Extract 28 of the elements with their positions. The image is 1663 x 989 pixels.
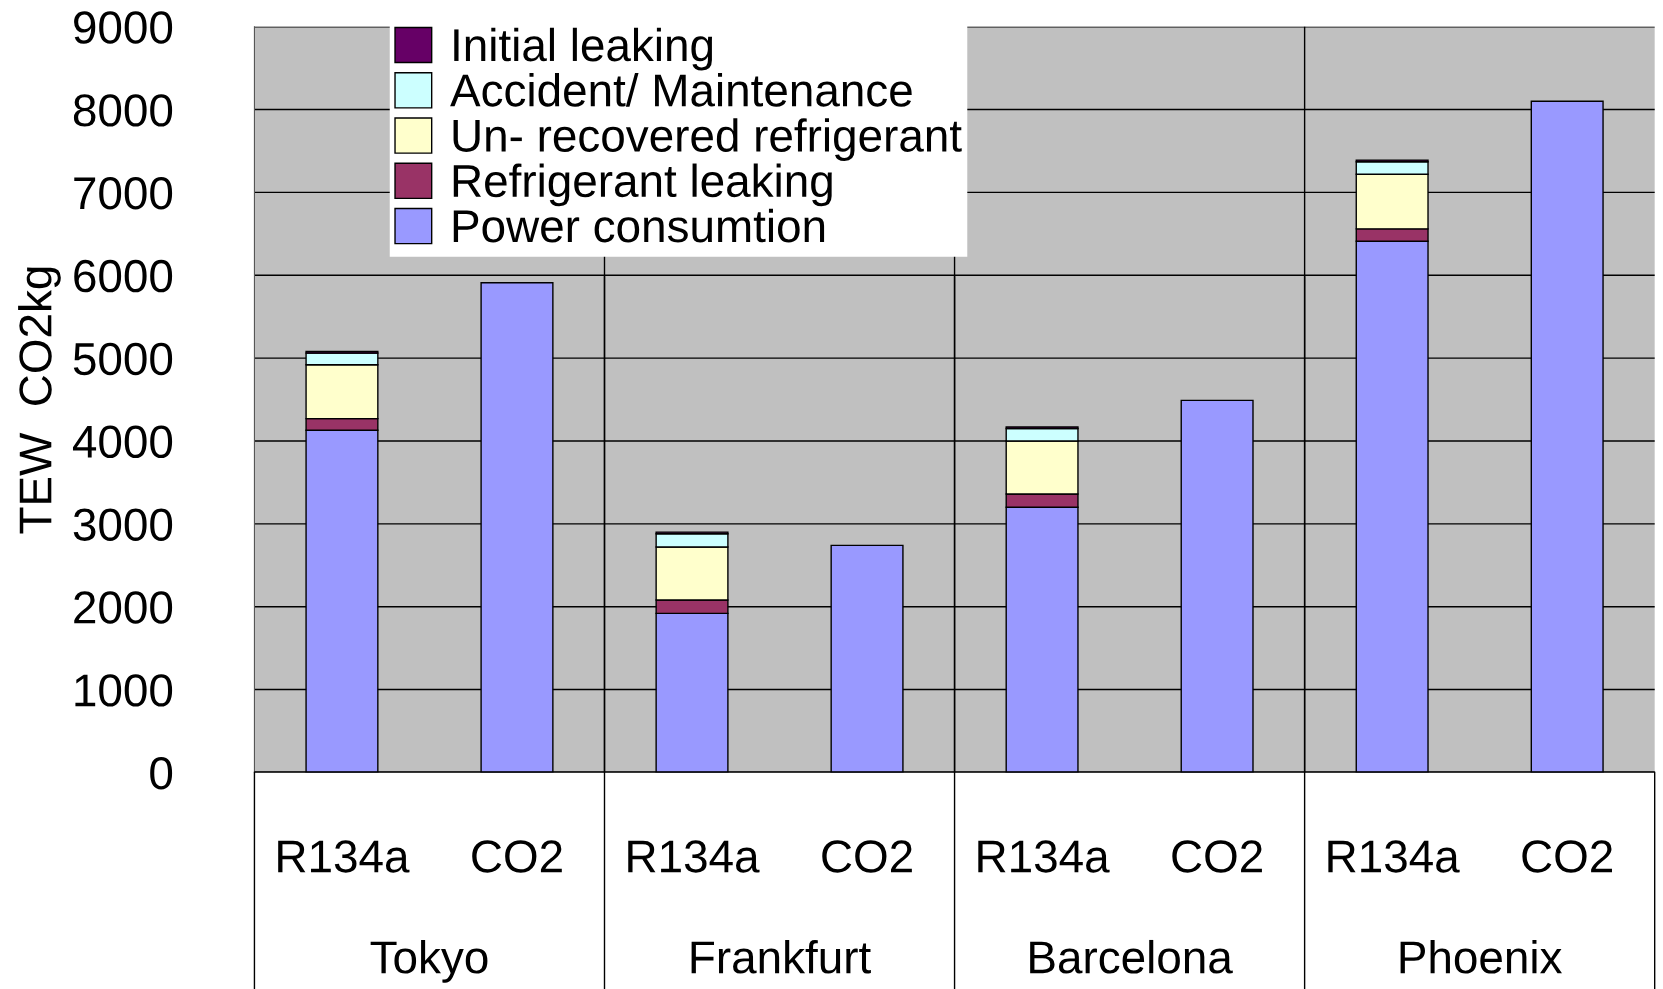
legend-label: Accident/ Maintenance — [450, 73, 912, 107]
y-tick-label: 4000 — [72, 425, 173, 459]
y-tick-label: 6000 — [74, 259, 173, 293]
legend-label: Refrigerant leaking — [453, 163, 832, 207]
y-tick-label: 0 — [150, 757, 173, 790]
x-tick-label: CO2 — [822, 840, 912, 873]
text: Frankfurt — [691, 939, 871, 974]
x-tick-label: CO2 — [1172, 840, 1262, 873]
y-tick-label: 2000 — [74, 591, 173, 624]
legend-label: Power consumtion — [453, 208, 825, 243]
legend-label: Initial leaking — [454, 27, 713, 71]
legend-label: Un- recovered refrigerant — [453, 118, 962, 161]
y-tick-label: 3000 — [73, 508, 173, 541]
y-tick-label: 8000 — [73, 94, 173, 127]
x-tick-label: R134a — [278, 840, 410, 873]
x-tick-label: CO2 — [1522, 840, 1612, 873]
x-tick-label: CO2 — [472, 840, 562, 873]
y-tick-label: 1000 — [75, 674, 173, 707]
y-tick-label: 7000 — [74, 177, 173, 210]
text: Barcelona — [1030, 939, 1233, 974]
text: Tokyo — [370, 939, 488, 983]
y-tick-label: 9000 — [74, 11, 173, 44]
x-tick-label: R134a — [628, 840, 760, 873]
y-axis-title: TEW CO2kg — [18, 267, 61, 534]
x-tick-label: R134a — [978, 840, 1110, 873]
y-tick-label: 5000 — [73, 342, 173, 376]
x-tick-label: R134a — [1328, 840, 1460, 873]
text: Phoenix — [1400, 939, 1562, 974]
